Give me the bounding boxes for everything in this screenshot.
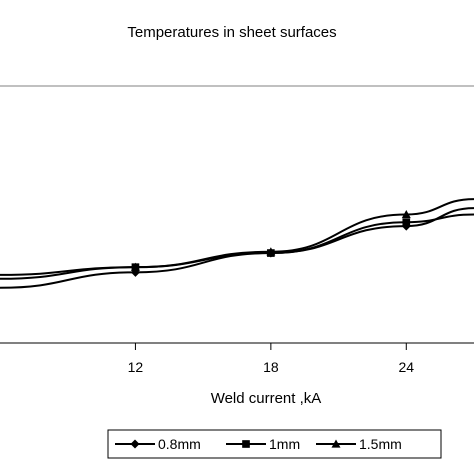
x-tick-label: 24 [398,359,414,375]
chart-title: Temperatures in sheet surfaces [127,24,336,41]
legend-marker [242,440,250,448]
series-1.5mm [0,198,474,276]
x-tick-label: 12 [128,359,144,375]
data-point [130,262,140,271]
legend-box [107,429,442,459]
x-tick-label: 18 [263,359,279,375]
legend-marker [130,439,140,449]
legend-label: 1.5mm [359,436,402,452]
legend-label: 1mm [269,436,300,452]
legend-label: 0.8mm [158,436,201,452]
legend: 0.8mm 1mm 1.5mm [115,436,402,452]
data-point [266,247,276,256]
data-point [401,210,411,219]
x-ticks: 12 18 24 [128,343,414,375]
data-point [402,218,411,227]
series-layer [0,198,474,289]
legend-marker [331,439,341,448]
series-line [0,213,474,280]
x-axis-label: Weld current ,kA [211,390,322,407]
